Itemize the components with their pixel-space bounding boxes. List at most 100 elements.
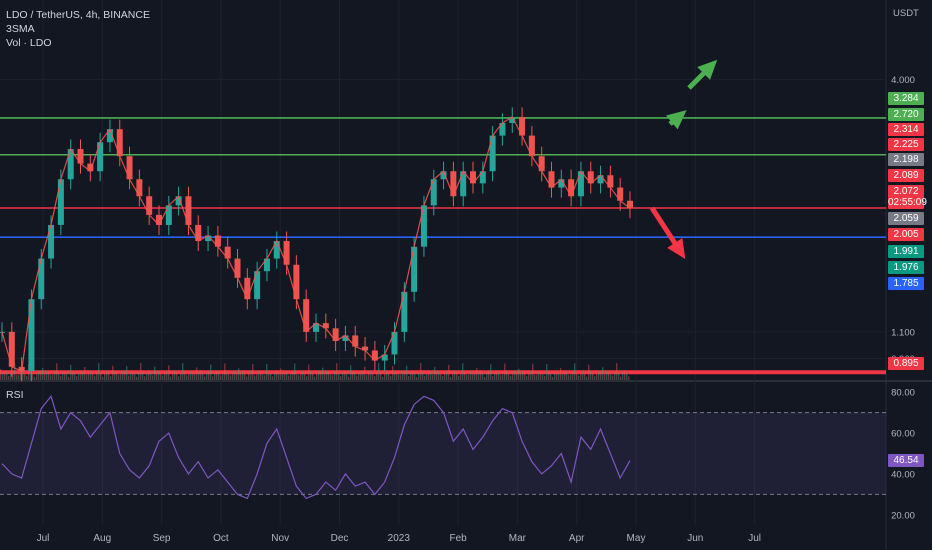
volume-bar — [364, 366, 366, 380]
volume-bar — [68, 376, 70, 380]
volume-bar — [342, 372, 344, 380]
volume-bar — [118, 375, 120, 380]
volume-bar — [438, 371, 440, 380]
volume-bar — [424, 375, 426, 380]
volume-bar — [152, 375, 154, 380]
volume-bar — [32, 373, 34, 380]
volume-bar — [98, 363, 100, 380]
volume-bar — [196, 367, 198, 380]
volume-bar — [616, 363, 618, 380]
x-tick-label: Feb — [449, 533, 467, 544]
candle-body — [136, 179, 143, 197]
volume-bar — [204, 376, 206, 380]
candle-body — [313, 323, 319, 332]
volume-bar — [56, 363, 58, 380]
volume-bar — [470, 371, 472, 380]
x-tick-label: Dec — [331, 533, 349, 544]
volume-bar — [508, 373, 510, 380]
volume-bar — [248, 373, 250, 380]
volume-bar — [414, 372, 416, 380]
volume-bar — [238, 368, 240, 380]
volume-bar — [26, 375, 28, 380]
volume-bar — [516, 373, 518, 380]
volume-bar — [272, 376, 274, 380]
volume-bar — [54, 371, 56, 380]
volume-bar — [120, 374, 122, 380]
volume-bar — [454, 371, 456, 380]
rsi-y-tick-label: 60.00 — [891, 429, 915, 440]
volume-bar — [488, 371, 490, 380]
volume-bar — [138, 372, 140, 380]
volume-bar — [254, 375, 256, 380]
candle-body — [411, 246, 418, 292]
arrow-up-lower-head — [666, 110, 687, 130]
volume-bar — [386, 371, 388, 380]
candle-body — [77, 149, 84, 164]
volume-bar — [348, 376, 350, 380]
volume-bar — [562, 373, 564, 380]
rsi-value-tag: 46.54 — [888, 454, 924, 467]
volume-bar — [496, 371, 498, 380]
volume-bar — [114, 371, 116, 380]
volume-bar — [368, 371, 370, 380]
volume-bar — [546, 364, 548, 380]
volume-bar — [64, 371, 66, 380]
sma-line — [1, 116, 631, 372]
volume-bar — [554, 372, 556, 380]
arrow-down-head — [667, 238, 686, 260]
volume-bar — [4, 371, 6, 380]
volume-bar — [6, 372, 8, 380]
candle-body — [8, 331, 15, 367]
volume-bar — [42, 367, 44, 380]
candle-body — [450, 171, 457, 197]
price-tag: 2.072 — [888, 185, 924, 198]
volume-bar — [524, 372, 526, 380]
volume-bar — [80, 371, 82, 380]
volume-bar — [468, 374, 470, 380]
rsi-line — [1, 395, 631, 500]
candle-body — [273, 241, 280, 259]
candle-body — [38, 258, 45, 300]
sma-indicator-label[interactable]: 3SMA — [6, 23, 35, 35]
candle-body — [597, 175, 604, 184]
volume-bar — [258, 371, 260, 380]
candle-body — [244, 277, 251, 300]
volume-bar — [384, 373, 386, 380]
volume-bar — [410, 372, 412, 380]
volume-indicator-label[interactable]: Vol · LDO — [6, 37, 52, 49]
volume-bar — [96, 372, 98, 380]
candle-body — [283, 241, 290, 265]
volume-bar — [236, 373, 238, 380]
volume-bar — [214, 373, 216, 380]
volume-bar — [290, 374, 292, 380]
volume-bar — [550, 373, 552, 380]
volume-bar — [206, 372, 208, 380]
volume-bar — [570, 374, 572, 380]
arrow-up-upper-head — [697, 59, 718, 80]
volume-bar — [502, 374, 504, 380]
volume-bar — [124, 371, 126, 380]
volume-bar — [230, 375, 232, 380]
price-tag: 2.225 — [888, 138, 924, 151]
x-tick-label: 2023 — [388, 533, 411, 544]
volume-bar — [498, 371, 500, 380]
volume-bar — [378, 363, 380, 380]
volume-bar — [12, 371, 14, 380]
volume-bar — [452, 372, 454, 380]
volume-bar — [46, 371, 48, 380]
volume-bar — [122, 371, 124, 380]
volume-bar — [510, 375, 512, 380]
volume-bar — [560, 368, 562, 380]
rsi-title[interactable]: RSI — [6, 389, 24, 401]
symbol-title[interactable]: LDO / TetherUS, 4h, BINANCE — [6, 9, 150, 21]
candle-body — [126, 156, 133, 180]
volume-bar — [16, 374, 18, 380]
y-tick-label: 1.100 — [891, 327, 915, 338]
volume-bar — [294, 363, 296, 380]
volume-bar — [584, 373, 586, 380]
volume-bar — [158, 371, 160, 380]
volume-bar — [228, 374, 230, 380]
candle-body — [489, 135, 496, 172]
volume-bar — [14, 363, 16, 380]
